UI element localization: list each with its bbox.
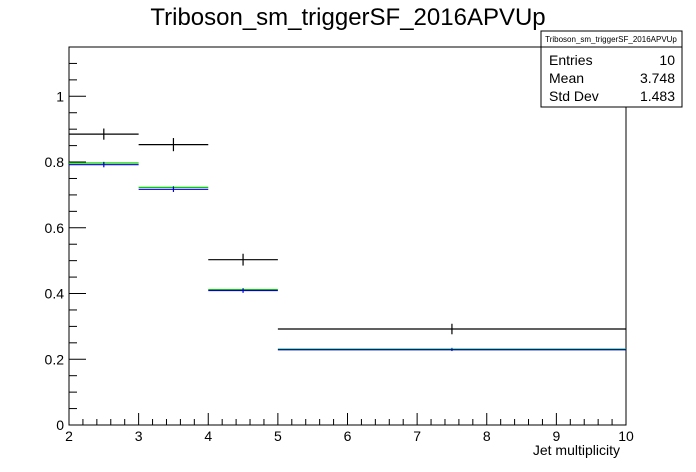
stats-box: Triboson_sm_triggerSF_2016APVUp Entries …: [540, 30, 683, 108]
x-tick-label: 7: [413, 428, 421, 444]
x-tick-label: 9: [552, 428, 560, 444]
data-point: [277, 323, 626, 335]
x-tick-label: 10: [618, 428, 634, 444]
data-point: [208, 253, 278, 266]
y-tick-label: 1: [56, 88, 64, 104]
stats-mean-value: 3.748: [640, 70, 675, 86]
data-point: [138, 138, 209, 152]
y-tick-label: 0.4: [45, 286, 65, 302]
stats-entries-label: Entries: [549, 52, 593, 68]
series-2: [69, 162, 626, 352]
x-axis: 2 3 4 5 6 7 8 9 10: [65, 413, 634, 444]
stats-stddev-value: 1.483: [640, 88, 675, 104]
series-1: [69, 161, 626, 351]
stats-mean-label: Mean: [549, 70, 584, 86]
data-point: [208, 288, 278, 293]
x-tick-label: 6: [344, 428, 352, 444]
x-tick-label: 8: [483, 428, 491, 444]
stats-box-title: Triboson_sm_triggerSF_2016APVUp: [545, 35, 677, 44]
y-tick-label: 0: [56, 417, 64, 433]
y-tick-label: 0.6: [45, 220, 65, 236]
chart-title: Triboson_sm_triggerSF_2016APVUp: [150, 4, 545, 31]
x-tick-label: 3: [135, 428, 143, 444]
data-series: [69, 128, 626, 352]
y-tick-label: 0.2: [45, 351, 65, 367]
data-point: [138, 186, 209, 192]
x-tick-label: 2: [65, 428, 73, 444]
x-tick-label: 4: [204, 428, 212, 444]
y-tick-label: 0.8: [45, 154, 65, 170]
data-point: [69, 162, 139, 168]
x-axis-label: Jet multiplicity: [533, 442, 620, 458]
stats-stddev-label: Std Dev: [549, 88, 599, 104]
y-axis: 0 0.2 0.4 0.6 0.8 1: [45, 46, 86, 433]
data-point: [277, 348, 626, 352]
x-tick-label: 5: [274, 428, 282, 444]
data-point: [69, 128, 139, 140]
stats-box-frame: [540, 30, 683, 108]
series-0: [69, 128, 626, 335]
stats-entries-value: 10: [659, 52, 675, 68]
